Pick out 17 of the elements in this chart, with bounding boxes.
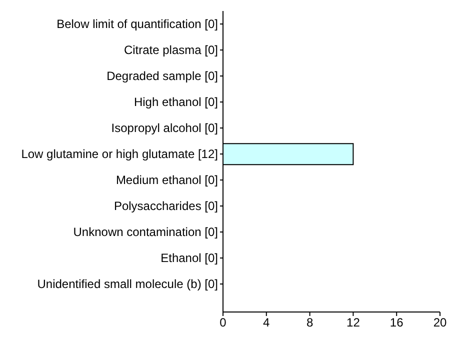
y-tick-label: High ethanol [0]	[134, 95, 218, 109]
y-tick-label: Medium ethanol [0]	[116, 173, 218, 187]
x-tick-label: 20	[433, 316, 447, 330]
y-tick-label: Polysaccharides [0]	[114, 199, 218, 213]
x-tick-label: 8	[306, 316, 314, 330]
y-tick-label: Low glutamine or high glutamate [12]	[21, 147, 218, 161]
y-tick-label: Below limit of quantification [0]	[56, 17, 218, 31]
y-tick-label: Ethanol [0]	[160, 251, 218, 265]
y-tick-label: Unknown contamination [0]	[73, 225, 218, 239]
y-tick-label: Citrate plasma [0]	[124, 43, 218, 57]
y-tick-label: Degraded sample [0]	[106, 69, 218, 83]
x-tick-label: 12	[346, 316, 360, 330]
x-tick-label: 4	[263, 316, 270, 330]
x-tick-label: 0	[220, 316, 227, 330]
y-tick-label: Unidentified small molecule (b) [0]	[37, 277, 218, 291]
x-tick-label: 16	[390, 316, 404, 330]
y-tick-label: Isopropyl alcohol [0]	[111, 121, 218, 135]
